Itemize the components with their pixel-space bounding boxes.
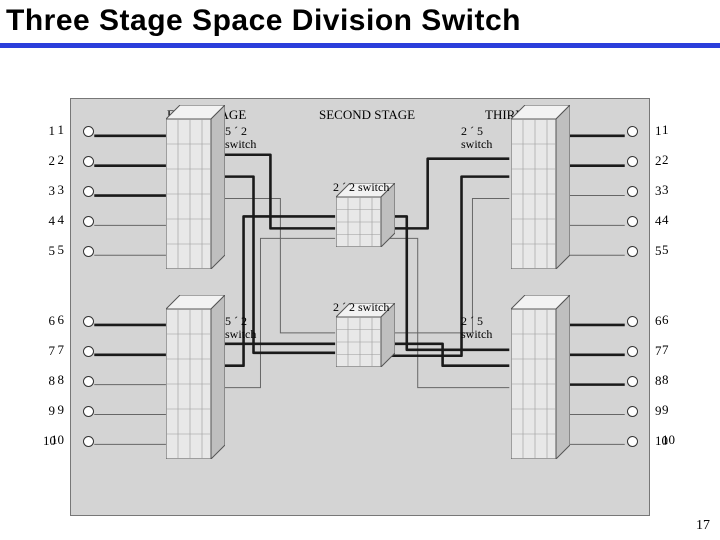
- input-number-6: 6: [48, 312, 64, 328]
- wire-thin: [211, 199, 335, 333]
- wire-thin: [380, 199, 509, 333]
- stage-header-second: SECOND STAGE: [319, 107, 415, 123]
- output-label-4: 4: [655, 213, 662, 229]
- output-label-5: 5: [655, 243, 662, 259]
- output-label-8: 8: [655, 373, 662, 389]
- output-number-9: 9: [662, 402, 669, 418]
- input-node-1: [83, 126, 94, 137]
- switch-block-s3a: [511, 105, 570, 269]
- output-number-3: 3: [662, 182, 669, 198]
- output-number-7: 7: [662, 342, 669, 358]
- output-node-7: [627, 346, 638, 357]
- output-label-9: 9: [655, 403, 662, 419]
- output-number-10: 10: [662, 432, 675, 448]
- switch-label-sw52_a: 5 ´ 2 switch: [225, 125, 256, 151]
- switch-label-sw25_a: 2 ´ 5 switch: [461, 125, 492, 151]
- output-label-2: 2: [655, 153, 662, 169]
- switch-block-s1b: [166, 295, 225, 459]
- input-number-7: 7: [48, 342, 64, 358]
- input-node-5: [83, 246, 94, 257]
- output-label-1: 1: [655, 123, 662, 139]
- input-number-10: 10: [48, 432, 64, 448]
- input-node-3: [83, 186, 94, 197]
- input-node-6: [83, 316, 94, 327]
- page-number: 17: [696, 518, 710, 534]
- diagram-canvas: FIRST STAGESECOND STAGETHIRD STAGE5 ´ 2 …: [70, 98, 650, 516]
- wire-bold: [380, 159, 509, 229]
- output-node-3: [627, 186, 638, 197]
- input-number-4: 4: [48, 212, 64, 228]
- output-number-4: 4: [662, 212, 669, 228]
- switch-block-s3b: [511, 295, 570, 459]
- output-node-9: [627, 406, 638, 417]
- output-node-2: [627, 156, 638, 167]
- switch-label-sw25_b: 2 ´ 5 switch: [461, 315, 492, 341]
- output-node-1: [627, 126, 638, 137]
- output-number-6: 6: [662, 312, 669, 328]
- output-node-5: [627, 246, 638, 257]
- page-title: Three Stage Space Division Switch: [0, 0, 720, 43]
- output-node-10: [627, 436, 638, 447]
- input-node-9: [83, 406, 94, 417]
- input-number-3: 3: [48, 182, 64, 198]
- input-node-10: [83, 436, 94, 447]
- input-number-8: 8: [48, 372, 64, 388]
- input-node-4: [83, 216, 94, 227]
- input-number-2: 2: [48, 152, 64, 168]
- output-label-7: 7: [655, 343, 662, 359]
- input-node-8: [83, 376, 94, 387]
- switch-label-sw52_b: 5 ´ 2 switch: [225, 315, 256, 341]
- title-underline: [0, 43, 720, 48]
- output-number-5: 5: [662, 242, 669, 258]
- input-node-7: [83, 346, 94, 357]
- switch-block-s1a: [166, 105, 225, 269]
- input-node-2: [83, 156, 94, 167]
- output-label-3: 3: [655, 183, 662, 199]
- output-number-2: 2: [662, 152, 669, 168]
- output-node-4: [627, 216, 638, 227]
- output-node-8: [627, 376, 638, 387]
- output-number-8: 8: [662, 372, 669, 388]
- output-node-6: [627, 316, 638, 327]
- input-number-1: 1: [48, 122, 64, 138]
- output-number-1: 1: [662, 122, 669, 138]
- switch-label-sw22_a: 2 ´ 2 switch: [333, 181, 389, 194]
- input-number-5: 5: [48, 242, 64, 258]
- output-label-6: 6: [655, 313, 662, 329]
- switch-label-sw22_b: 2 ´ 2 switch: [333, 301, 389, 314]
- input-number-9: 9: [48, 402, 64, 418]
